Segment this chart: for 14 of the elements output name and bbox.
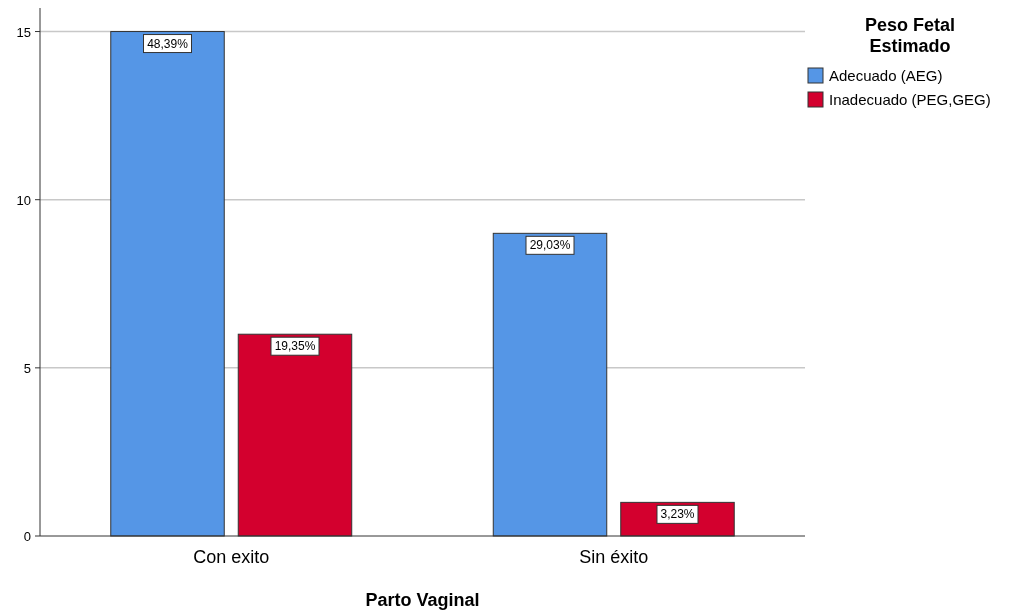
annotation: 19,35% bbox=[274, 339, 316, 354]
x-axis-title: Parto Vaginal bbox=[365, 590, 480, 610]
x-tick-label: Con exito bbox=[193, 547, 270, 567]
annotation: 3,23% bbox=[660, 507, 695, 522]
x-tick-label: Sin éxito bbox=[579, 547, 649, 567]
y-tick-label: 0 bbox=[23, 529, 31, 544]
y-tick-label: 15 bbox=[16, 24, 31, 40]
annotation: 29,03% bbox=[529, 238, 571, 253]
legend-label: Adecuado (AEG) bbox=[829, 67, 943, 84]
legend-title: Peso Fetal Estimado bbox=[864, 15, 956, 56]
annotation: 48,39% bbox=[147, 36, 189, 51]
y-tick-label: 5 bbox=[23, 360, 31, 376]
y-tick-label: 10 bbox=[16, 192, 31, 208]
legend-label: Inadecuado (PEG,GEG) bbox=[829, 91, 991, 108]
